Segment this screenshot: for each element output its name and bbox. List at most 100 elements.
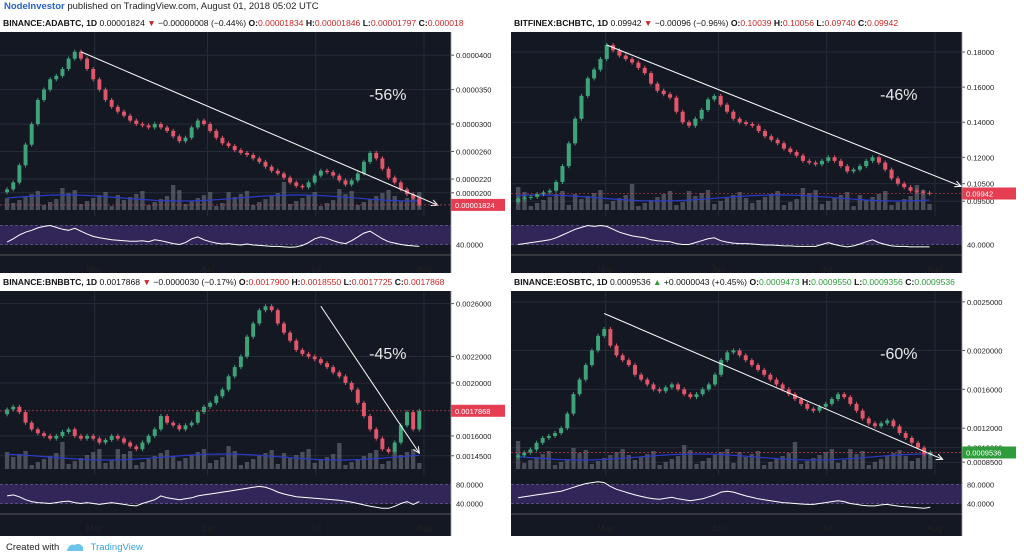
candle-body [374, 152, 379, 159]
volume-bar [546, 451, 551, 469]
volume-bar [522, 463, 527, 469]
tradingview-brand-link[interactable]: TradingView [90, 542, 143, 553]
volume-bar [663, 462, 668, 469]
volume-bar [140, 191, 145, 210]
candle-body [534, 442, 539, 450]
symbol-label[interactable]: BINANCE:EOSBTC, 1D [514, 277, 608, 287]
c-label: C: [394, 277, 404, 287]
tradingview-logo-icon [66, 544, 83, 552]
candle-body [705, 99, 711, 110]
trend-arrow-icon [413, 446, 420, 455]
candle-body [799, 399, 804, 404]
candle-body [146, 125, 151, 128]
price-axis[interactable] [451, 32, 507, 277]
trend-line[interactable] [606, 44, 962, 187]
price-axis[interactable] [962, 32, 1018, 277]
symbol-label[interactable]: BINANCE:BNBBTC, 1D [3, 277, 98, 287]
h-value: 0.00001846 [314, 18, 361, 28]
chart-panel[interactable]: BITFINEX:BCHBTC, 1D 0.09942 ▼ −0.00096 (… [511, 14, 1018, 277]
volume-bar [294, 201, 299, 210]
volume-bar [380, 464, 385, 469]
volume-bar [238, 465, 244, 469]
volume-bar [404, 452, 410, 469]
volume-bar [800, 188, 806, 210]
candle-body [774, 379, 779, 385]
volume-bar [854, 454, 859, 469]
candle-body [226, 143, 231, 147]
candle-body [300, 185, 305, 188]
chart-panel[interactable]: BINANCE:BNBBTC, 1D 0.0017868 ▼ −0.000003… [0, 273, 507, 536]
volume-bar [870, 197, 875, 210]
symbol-label[interactable]: BINANCE:ADABTC, 1D [3, 18, 98, 28]
month-label: May [598, 523, 615, 533]
candle-body [343, 376, 348, 383]
percent-annotation: -60% [880, 346, 917, 363]
volume-bar [794, 199, 799, 210]
candle-body [788, 148, 793, 153]
price-axis[interactable] [962, 291, 1018, 536]
trend-line[interactable] [320, 305, 420, 454]
candle-body [103, 89, 108, 100]
c-value: 0.0009536 [914, 277, 955, 287]
volume-bar [140, 462, 145, 469]
candle-body [614, 345, 619, 356]
volume-bar [774, 459, 779, 469]
volume-bar [589, 464, 595, 469]
candle-body [916, 442, 920, 448]
o-value: 0.0017900 [248, 277, 290, 287]
candlestick-chart[interactable]: May Jun Jul Aug 0.0000400 0.0000350 0.0000300 0… [0, 32, 507, 277]
ohlc-header: BINANCE:EOSBTC, 1D 0.0009536 ▲ +0.000004… [511, 273, 1018, 291]
candle-body [263, 161, 268, 167]
l-value: 0.0017725 [351, 277, 393, 287]
volume-bar [257, 456, 262, 469]
candle-body [903, 433, 908, 438]
volume-ma-line [518, 194, 930, 202]
trend-line[interactable] [604, 313, 943, 460]
volume-bar [158, 199, 164, 210]
trend-line[interactable] [80, 51, 438, 206]
candle-body [528, 449, 533, 453]
chart-panel[interactable]: BINANCE:EOSBTC, 1D 0.0009536 ▲ +0.000004… [511, 273, 1018, 536]
volume-bar [819, 204, 825, 210]
chart-panel[interactable]: BINANCE:ADABTC, 1D 0.00001824 ▼ −0.00000… [0, 14, 507, 277]
candle-body [546, 435, 551, 438]
candle-body [553, 433, 557, 436]
volume-ma-line [7, 194, 420, 202]
volume-bar [725, 449, 730, 469]
candle-body [165, 416, 170, 423]
l-value: 0.00001797 [370, 18, 417, 28]
volume-bar [712, 204, 717, 210]
author-link[interactable]: NodeInvestor [4, 1, 65, 12]
volume-bar [675, 456, 681, 469]
volume-bar [134, 465, 139, 469]
volume-bar [737, 452, 742, 469]
volume-bar [195, 452, 200, 469]
c-value: 0.0017868 [403, 277, 445, 287]
change-value: −0.00000008 (−0.44%) [158, 18, 247, 28]
candle-body [693, 118, 698, 126]
candle-body [171, 422, 176, 426]
volume-bar [300, 198, 305, 210]
last-price: 0.00001824 [99, 18, 145, 28]
volume-bar [78, 458, 84, 469]
candle-body [189, 127, 194, 138]
candle-body [866, 418, 871, 424]
candlestick-chart[interactable]: May Jun Jul Aug 0.18000 0.16000 0.14000 0.12000… [511, 32, 1018, 277]
symbol-label[interactable]: BITFINEX:BCHBTC, 1D [514, 18, 609, 28]
candlestick-chart[interactable]: May Jun Jul Aug 0.0025000 0.0020000 0.0016000 0… [511, 291, 1018, 536]
candle-body [554, 181, 559, 191]
volume-bar [195, 198, 200, 210]
volume-bar [585, 196, 590, 210]
volume-bar [553, 194, 559, 210]
candle-body [318, 170, 323, 176]
candle-body [876, 157, 881, 163]
volume-bar [257, 202, 262, 210]
candle-body [819, 160, 824, 165]
candle-body [879, 423, 884, 427]
candle-body [826, 157, 831, 161]
volume-bar [23, 451, 28, 469]
candle-body [238, 150, 243, 153]
volume-bar [566, 205, 572, 210]
candle-body [128, 442, 133, 447]
candlestick-chart[interactable]: May Jun Jul Aug 0.0026000 0.0022000 0.0020000 0… [0, 291, 507, 536]
